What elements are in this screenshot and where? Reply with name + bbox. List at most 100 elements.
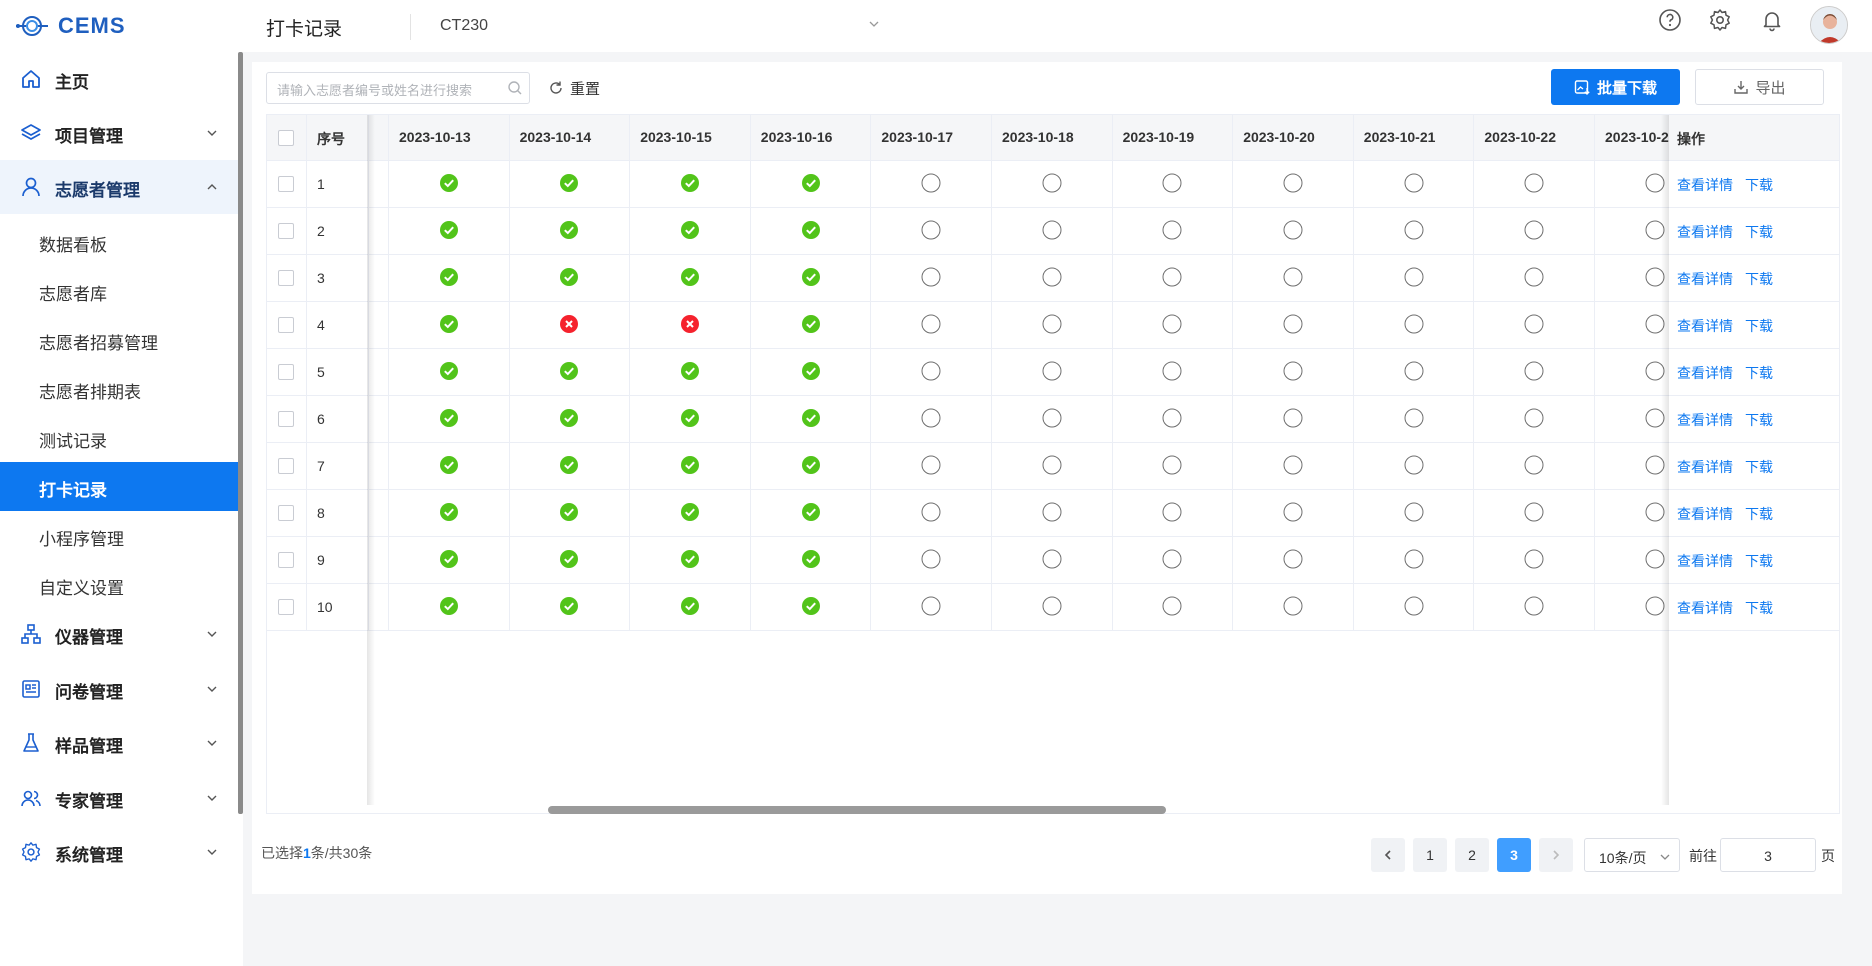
download-link[interactable]: 下载 xyxy=(1745,600,1773,616)
sidebar-item-volunteer-library[interactable]: 志愿者库 xyxy=(0,266,238,315)
checkin-status-cell xyxy=(751,255,872,301)
checkin-status-cell xyxy=(871,584,992,630)
table-row: 9 查看详情 下载 xyxy=(267,537,1839,584)
view-detail-link[interactable]: 查看详情 xyxy=(1677,553,1733,569)
sidebar-item-instrument-mgmt[interactable]: 仪器管理 xyxy=(0,607,238,661)
view-detail-link[interactable]: 查看详情 xyxy=(1677,600,1733,616)
row-op-cell: 查看详情 下载 xyxy=(1669,255,1839,301)
sidebar-item-project-mgmt[interactable]: 项目管理 xyxy=(0,106,238,160)
sidebar-item-label: 测试记录 xyxy=(39,432,107,451)
sidebar-item-data-board[interactable]: 数据看板 xyxy=(0,217,238,266)
select-all-checkbox[interactable] xyxy=(278,130,294,146)
sidebar-item-volunteer-mgmt[interactable]: 志愿者管理 xyxy=(0,160,238,214)
empty-circle-icon xyxy=(1042,173,1062,193)
checkin-status-cell xyxy=(1474,302,1595,348)
view-detail-link[interactable]: 查看详情 xyxy=(1677,365,1733,381)
reset-button[interactable]: 重置 xyxy=(548,76,600,100)
download-link[interactable]: 下载 xyxy=(1745,459,1773,475)
gear-icon[interactable] xyxy=(1708,8,1732,32)
date-header-cell: 2023-10-13 xyxy=(389,115,510,160)
project-select[interactable]: CT230 xyxy=(440,12,880,40)
row-partial-cell xyxy=(369,255,389,301)
chevron-down-icon xyxy=(207,849,217,855)
row-checkbox[interactable] xyxy=(278,176,294,192)
sidebar-item-questionnaire-mgmt[interactable]: 问卷管理 xyxy=(0,662,238,716)
empty-circle-icon xyxy=(1283,220,1303,240)
download-link[interactable]: 下载 xyxy=(1745,271,1773,287)
download-link[interactable]: 下载 xyxy=(1745,506,1773,522)
sidebar-item-recruitment[interactable]: 志愿者招募管理 xyxy=(0,315,238,364)
view-detail-link[interactable]: 查看详情 xyxy=(1677,271,1733,287)
view-detail-link[interactable]: 查看详情 xyxy=(1677,412,1733,428)
download-link[interactable]: 下载 xyxy=(1745,224,1773,240)
table-horizontal-scrollbar[interactable] xyxy=(548,806,1166,814)
checkin-status-cell xyxy=(510,302,631,348)
checkin-status-cell xyxy=(1354,208,1475,254)
goto-unit: 页 xyxy=(1821,848,1835,864)
empty-circle-icon xyxy=(921,173,941,193)
date-header-label: 2023-10-16 xyxy=(760,129,833,145)
row-checkbox[interactable] xyxy=(278,552,294,568)
sidebar-item-checkin-records[interactable]: 打卡记录 xyxy=(0,462,238,511)
row-checkbox[interactable] xyxy=(278,223,294,239)
search-icon[interactable] xyxy=(507,80,523,96)
download-link[interactable]: 下载 xyxy=(1745,412,1773,428)
page-button-2[interactable]: 2 xyxy=(1455,838,1489,872)
view-detail-link[interactable]: 查看详情 xyxy=(1677,177,1733,193)
prev-page-button[interactable] xyxy=(1371,838,1405,872)
bell-icon[interactable] xyxy=(1760,8,1784,32)
sidebar-item-expert-mgmt[interactable]: 专家管理 xyxy=(0,771,238,825)
row-checkbox[interactable] xyxy=(278,270,294,286)
checkin-status-cell xyxy=(1474,537,1595,583)
search-placeholder: 请输入志愿者编号或姓名进行搜索 xyxy=(277,83,473,98)
row-checkbox[interactable] xyxy=(278,599,294,615)
row-checkbox[interactable] xyxy=(278,458,294,474)
view-detail-link[interactable]: 查看详情 xyxy=(1677,318,1733,334)
checkin-status-cell xyxy=(992,396,1113,442)
next-page-button[interactable] xyxy=(1539,838,1573,872)
sidebar-item-system-mgmt[interactable]: 系统管理 xyxy=(0,825,238,879)
empty-circle-icon xyxy=(1404,267,1424,287)
search-input[interactable]: 请输入志愿者编号或姓名进行搜索 xyxy=(266,72,530,104)
sidebar-item-miniprogram[interactable]: 小程序管理 xyxy=(0,511,238,560)
checkin-status-cell xyxy=(630,302,751,348)
checkin-status-cell xyxy=(630,349,751,395)
sidebar-item-custom-settings[interactable]: 自定义设置 xyxy=(0,560,238,609)
empty-circle-icon xyxy=(1645,267,1665,287)
empty-circle-icon xyxy=(921,596,941,616)
page-button-3[interactable]: 3 xyxy=(1497,838,1531,872)
sidebar-item-home[interactable]: 主页 xyxy=(0,52,238,106)
row-checkbox[interactable] xyxy=(278,317,294,333)
help-icon[interactable] xyxy=(1658,8,1682,32)
export-button[interactable]: 导出 xyxy=(1695,69,1824,105)
sidebar-item-sample-mgmt[interactable]: 样品管理 xyxy=(0,716,238,770)
download-link[interactable]: 下载 xyxy=(1745,553,1773,569)
app-logo[interactable]: CEMS xyxy=(14,10,126,42)
view-detail-link[interactable]: 查看详情 xyxy=(1677,224,1733,240)
sidebar-item-schedule[interactable]: 志愿者排期表 xyxy=(0,364,238,413)
row-checkbox[interactable] xyxy=(278,505,294,521)
sidebar-item-test-records[interactable]: 测试记录 xyxy=(0,413,238,462)
download-link[interactable]: 下载 xyxy=(1745,177,1773,193)
header-divider xyxy=(410,14,411,40)
row-checkbox[interactable] xyxy=(278,411,294,427)
goto-page-input[interactable]: 3 xyxy=(1720,838,1816,872)
row-partial-cell xyxy=(369,302,389,348)
page-button-1[interactable]: 1 xyxy=(1413,838,1447,872)
download-link[interactable]: 下载 xyxy=(1745,318,1773,334)
date-header-cell: 2023-10-19 xyxy=(1113,115,1234,160)
row-checkbox[interactable] xyxy=(278,364,294,380)
sidebar-scrollbar[interactable] xyxy=(238,52,243,814)
avatar[interactable] xyxy=(1810,6,1848,44)
view-detail-link[interactable]: 查看详情 xyxy=(1677,459,1733,475)
check-circle-icon xyxy=(439,174,458,192)
user-avatar-icon xyxy=(1811,7,1847,43)
empty-circle-icon xyxy=(1283,549,1303,569)
table-row: 5 查看详情 下载 xyxy=(267,349,1839,396)
page-size-select[interactable]: 10条/页 xyxy=(1584,838,1680,872)
checkin-status-cell xyxy=(630,161,751,207)
checkin-status-cell xyxy=(389,537,510,583)
batch-download-button[interactable]: 批量下载 xyxy=(1551,69,1680,105)
download-link[interactable]: 下载 xyxy=(1745,365,1773,381)
view-detail-link[interactable]: 查看详情 xyxy=(1677,506,1733,522)
